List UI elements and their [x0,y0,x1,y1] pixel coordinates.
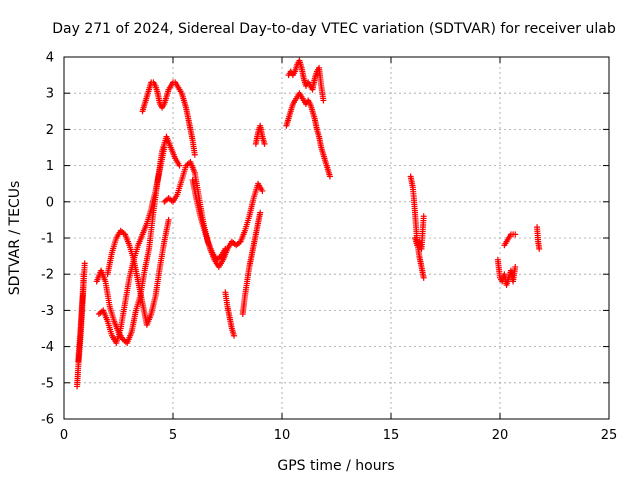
axis-ticks: 0 5 10 15 20 25 -6 -5 -4 -3 -2 -1 0 1 2 3 4 [41,51,617,444]
data-point [259,187,266,194]
data-point [80,271,87,278]
data-points [74,57,543,390]
y-tick-label: 1 [46,159,54,174]
data-point [326,173,333,180]
data-point [420,274,427,281]
data-point [257,209,264,216]
series-s15 [411,213,427,252]
x-tick-label: 20 [492,428,509,443]
y-tick-label: -4 [41,340,54,355]
x-tick-label: 25 [601,428,618,443]
series-s7 [161,158,229,263]
series-s9 [222,289,238,339]
series-s16 [494,256,519,289]
series-s2 [75,271,87,365]
data-point [191,151,198,158]
series-s6 [139,79,198,158]
data-point [81,260,88,267]
chart-title: Day 271 of 2024, Sidereal Day-to-day VTE… [52,21,616,37]
y-tick-label: 4 [46,51,54,66]
y-axis-label: SDTVAR / TECUs [7,181,23,296]
y-tick-label: 0 [46,195,54,210]
y-tick-label: -1 [41,232,54,247]
series-s11 [252,122,268,147]
x-tick-label: 15 [383,428,400,443]
series-s5 [104,216,172,328]
x-axis-label: GPS time / hours [277,458,394,474]
series-s13 [285,57,327,104]
y-tick-label: -5 [41,376,54,391]
y-tick-label: 2 [46,123,54,138]
data-point [261,140,268,147]
data-point [165,216,172,223]
series-s12 [283,90,333,180]
series-s18 [534,224,543,252]
data-point [420,213,427,220]
grid-lines [64,57,609,419]
data-point [512,231,519,238]
series-s8 [189,177,266,270]
data-point [512,263,519,270]
y-tick-label: -2 [41,268,54,283]
x-tick-label: 5 [169,428,177,443]
data-point [176,162,183,169]
series-s17 [501,231,519,249]
series-s14 [407,173,427,281]
x-tick-label: 0 [60,428,68,443]
x-tick-label: 10 [274,428,291,443]
y-tick-label: 3 [46,87,54,102]
series-s10 [239,209,264,318]
data-point [320,97,327,104]
data-point [161,144,168,151]
y-tick-label: -3 [41,304,54,319]
data-point [536,245,543,252]
data-point [231,332,238,339]
y-tick-label: -6 [41,413,54,428]
